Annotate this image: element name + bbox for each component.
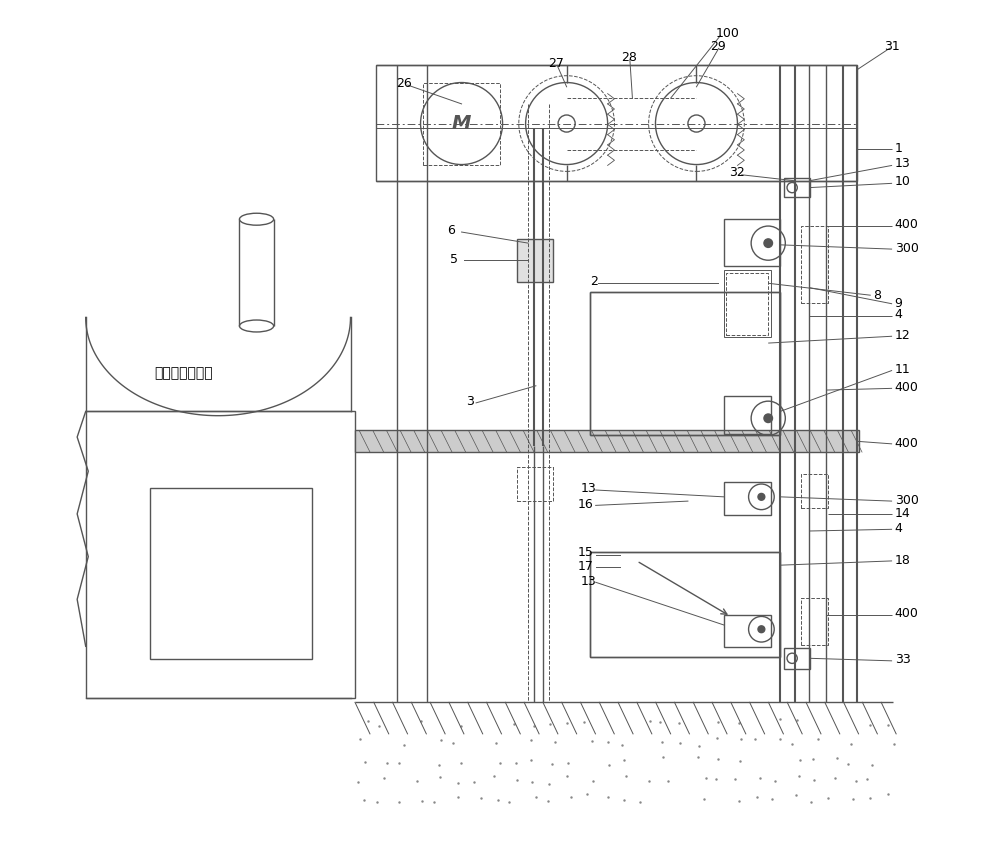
Bar [724, 219, 780, 267]
Bar [726, 273, 768, 334]
Text: 29: 29 [710, 40, 726, 53]
Text: 300: 300 [895, 494, 919, 506]
Text: 13: 13 [580, 575, 596, 588]
Bar [590, 292, 780, 435]
Text: 400: 400 [895, 381, 919, 394]
Circle shape [764, 239, 772, 248]
Text: 3: 3 [466, 395, 474, 408]
Bar [784, 178, 810, 197]
Text: 15: 15 [578, 546, 594, 559]
Text: 4: 4 [895, 522, 903, 535]
Text: 14: 14 [895, 507, 910, 520]
Text: 400: 400 [895, 218, 919, 231]
Text: 6: 6 [447, 224, 455, 237]
Bar [801, 226, 828, 303]
Bar [376, 65, 857, 181]
Text: M: M [452, 114, 471, 133]
Bar [590, 292, 780, 435]
Text: 16: 16 [578, 498, 593, 511]
Text: 100: 100 [715, 27, 739, 40]
Bar [423, 82, 500, 165]
Circle shape [764, 414, 772, 423]
Bar [590, 553, 780, 656]
Text: 32: 32 [729, 165, 745, 179]
Bar [150, 488, 312, 659]
Bar [86, 411, 355, 698]
Circle shape [758, 494, 765, 500]
Text: 11: 11 [895, 363, 910, 376]
Text: 12: 12 [895, 329, 910, 342]
Bar [801, 474, 828, 508]
Bar [784, 648, 810, 668]
Text: 28: 28 [621, 51, 637, 64]
Ellipse shape [239, 213, 274, 225]
Bar [801, 597, 828, 644]
Text: 17: 17 [578, 560, 594, 572]
Text: 27: 27 [548, 57, 564, 70]
Text: 26: 26 [396, 77, 412, 90]
Bar [590, 553, 780, 656]
Text: 9: 9 [895, 297, 903, 310]
Ellipse shape [239, 320, 274, 332]
Bar [724, 271, 771, 337]
Bar [724, 396, 771, 434]
Text: 400: 400 [895, 608, 919, 620]
Text: 13: 13 [895, 157, 910, 171]
Text: 400: 400 [895, 436, 919, 450]
Text: 300: 300 [895, 242, 919, 255]
Text: 10: 10 [895, 175, 911, 189]
Text: 真空精密铸造炉: 真空精密铸造炉 [155, 366, 213, 380]
Bar [517, 467, 553, 501]
Text: 2: 2 [590, 275, 598, 288]
Bar [724, 614, 771, 647]
Text: 18: 18 [895, 554, 911, 566]
Circle shape [758, 626, 765, 632]
Bar [517, 239, 553, 282]
Text: 5: 5 [450, 253, 458, 266]
Text: 33: 33 [895, 654, 910, 667]
Text: 8: 8 [873, 289, 881, 302]
Text: 1: 1 [895, 141, 903, 155]
Bar [724, 482, 771, 515]
Bar [355, 430, 859, 452]
Text: 13: 13 [580, 482, 596, 494]
Text: 31: 31 [884, 40, 900, 53]
Text: 4: 4 [895, 309, 903, 321]
